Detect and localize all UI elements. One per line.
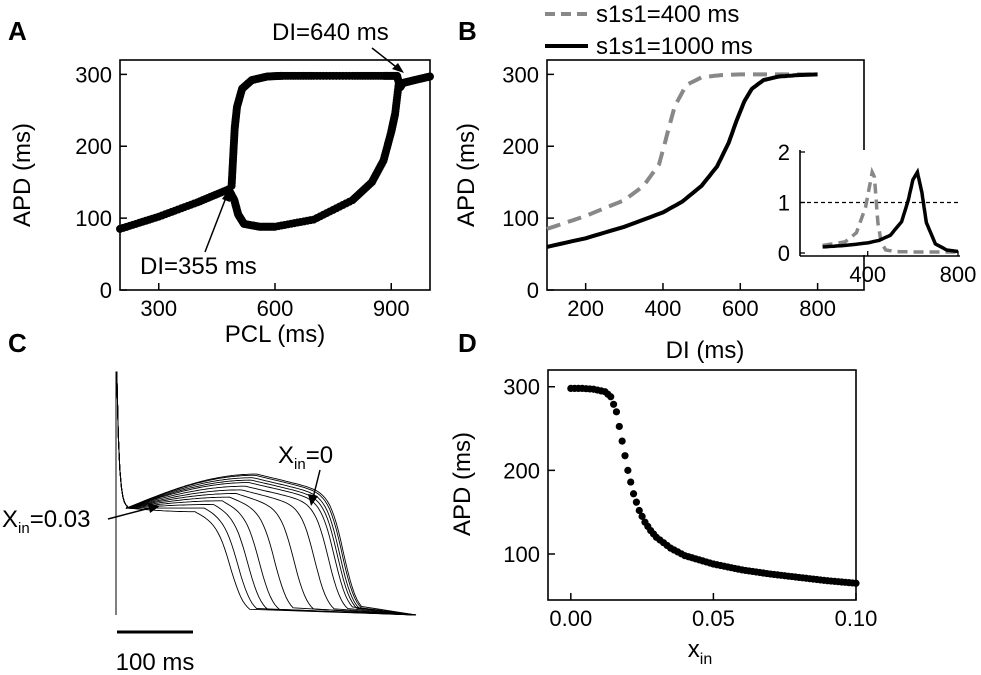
chart-b-inset-xtick-label: 400: [849, 262, 886, 287]
chart-b-inset-ytick-label: 2: [778, 140, 790, 165]
chart-d-point: [624, 466, 632, 474]
chart-c: 100 ms Xin=0 Xin=0.03: [2, 371, 417, 675]
chart-d-xtick-label: 0.00: [549, 606, 592, 631]
chart-a: 300 600 900 0 100 200 300 PCL (ms) APD (ms) DI…: [9, 19, 434, 348]
trace-annotation-xin003-value: =0.03: [30, 506, 91, 533]
chart-d-xtick-label: 0.10: [835, 606, 878, 631]
chart-b-xtick-label: 200: [567, 296, 604, 321]
chart-d-xtick-label: 0.05: [692, 606, 735, 631]
chart-b-xlabel: DI (ms): [666, 337, 745, 364]
chart-b-ylabel: APD (ms): [453, 123, 480, 227]
chart-d-point: [618, 437, 626, 445]
chart-b-inset-series-s1s1-400: [822, 166, 958, 254]
chart-d-ytick-label: 300: [503, 375, 540, 400]
action-potential-trace: [115, 371, 417, 616]
action-potential-trace: [115, 371, 417, 616]
chart-d-point: [612, 408, 621, 416]
chart-a-arrow-di355: [204, 194, 228, 253]
legend-label-s1s1-1000: s1s1=1000 ms: [596, 33, 753, 60]
action-potential-trace: [115, 371, 417, 616]
action-potential-trace: [115, 371, 417, 616]
chart-b-inset-xtick-label: 800: [940, 262, 977, 287]
trace-annotation-xin003-x: X: [2, 506, 18, 533]
chart-d-xlabel-main: x: [688, 636, 700, 663]
chart-d-point: [609, 400, 618, 408]
chart-b-ytick-label: 200: [502, 134, 539, 159]
chart-a-xtick-label: 600: [257, 296, 294, 321]
trace-annotation-xin0: Xin=0: [278, 442, 333, 473]
chart-d-xlabel-sub: in: [700, 651, 712, 668]
chart-d-point: [621, 452, 629, 460]
chart-b-ytick-label: 300: [502, 62, 539, 87]
chart-d-frame: [547, 369, 857, 601]
trace-arrowhead-xin0: [308, 494, 318, 506]
chart-d-point: [607, 393, 615, 401]
panel-label-c: C: [8, 328, 27, 358]
chart-d-point: [627, 478, 635, 486]
chart-a-xtick-label: 300: [140, 296, 177, 321]
scale-bar-label: 100 ms: [116, 649, 195, 675]
trace-annotation-xin0-x: X: [278, 442, 294, 469]
chart-b-xtick-label: 800: [799, 296, 836, 321]
chart-b-xtick-label: 400: [645, 296, 682, 321]
trace-arrow-xin0: [312, 469, 321, 499]
chart-b-xtick-label: 600: [722, 296, 759, 321]
action-potential-trace: [115, 371, 417, 616]
chart-d-xlabel: xin: [688, 636, 712, 668]
action-potential-trace: [115, 371, 417, 616]
action-potential-trace: [115, 371, 417, 616]
trace-arrow-xin003: [107, 507, 151, 520]
chart-a-ylabel: APD (ms): [9, 123, 36, 227]
action-potential-trace: [115, 371, 417, 616]
action-potential-trace: [115, 371, 417, 616]
chart-a-xtick-label: 900: [373, 296, 410, 321]
chart-b-series-s1s1-400: [546, 72, 818, 231]
chart-a-arrowhead-di640: [392, 63, 404, 73]
chart-b-inset-series-s1s1-1000: [822, 167, 959, 254]
chart-d-point: [638, 512, 646, 520]
chart-a-annotation-di640: DI=640 ms: [272, 19, 389, 46]
chart-d-point: [632, 498, 641, 506]
chart-d-point: [635, 506, 643, 515]
chart-a-arrowhead-di355: [222, 189, 230, 202]
chart-d-point: [629, 490, 638, 498]
chart-a-ytick-label: 100: [75, 206, 112, 231]
chart-b-series-s1s1-1000: [546, 72, 818, 249]
panel-label-b: B: [458, 16, 477, 46]
chart-a-annotation-di355: DI=355 ms: [140, 253, 257, 280]
chart-a-xlabel: PCL (ms): [225, 321, 325, 348]
action-potential-trace: [115, 371, 417, 616]
chart-a-point-upper: [426, 72, 434, 81]
chart-a-ytick-label: 0: [100, 278, 112, 303]
chart-a-ytick-label: 200: [75, 134, 112, 159]
chart-b-ytick-label: 100: [502, 206, 539, 231]
trace-annotation-xin003: Xin=0.03: [2, 506, 90, 537]
trace-annotation-xin003-sub: in: [18, 520, 30, 537]
trace-annotation-xin0-sub: in: [294, 456, 306, 473]
action-potential-trace: [115, 371, 417, 616]
action-potential-trace: [115, 371, 417, 616]
chart-d-ytick-label: 200: [503, 458, 540, 483]
legend-label-s1s1-400: s1s1=400 ms: [596, 1, 739, 28]
panel-label-d: D: [458, 328, 477, 358]
chart-b-inset-ytick-label: 0: [778, 241, 790, 266]
chart-d-ytick-label: 100: [503, 542, 540, 567]
trace-arrowhead-xin003: [148, 503, 160, 513]
chart-d: 0.00 0.05 0.10 100 200 300 xin APD (ms): [449, 369, 878, 668]
action-potential-trace: [115, 371, 417, 616]
chart-b-ytick-label: 0: [527, 278, 539, 303]
panel-label-a: A: [8, 16, 27, 46]
chart-a-ytick-label: 300: [75, 62, 112, 87]
chart-d-point: [615, 422, 623, 431]
chart-b-inset: 400 800 0 1 2: [778, 140, 977, 287]
trace-annotation-xin0-value: =0: [306, 442, 333, 469]
chart-d-point: [852, 579, 860, 587]
chart-b-inset-ytick-label: 1: [778, 191, 790, 216]
chart-d-ylabel: APD (ms): [449, 432, 476, 536]
